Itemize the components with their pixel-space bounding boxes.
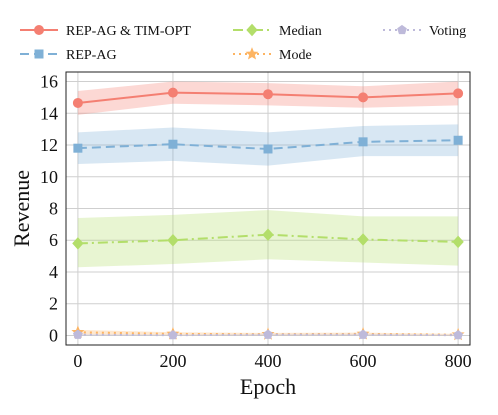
legend-item-rep-ag-tim-opt: REP-AG & TIM-OPT <box>20 24 191 39</box>
median-point <box>357 233 369 246</box>
rep-ag-tim-opt-point <box>358 92 369 103</box>
legend-label: REP-AG & TIM-OPT <box>66 24 191 39</box>
voting-point <box>453 330 463 340</box>
y-tick-label: 10 <box>40 167 58 187</box>
legend-marker <box>397 24 407 35</box>
legend-label: REP-AG <box>66 48 117 63</box>
legend-item-voting: Voting <box>383 24 466 39</box>
y-tick-label: 8 <box>49 199 58 219</box>
plot-frame <box>65 71 471 346</box>
x-tick-label: 600 <box>350 351 377 371</box>
x-tick-label: 200 <box>159 351 186 371</box>
legend-label: Mode <box>279 48 312 63</box>
legend: REP-AG & TIM-OPT REP-AG Median Mode Voting <box>20 23 466 63</box>
y-tick-labels: 0 2 4 6 8 10 12 14 16 <box>40 72 58 346</box>
y-tick-label: 0 <box>49 325 58 345</box>
y-tick-label: 14 <box>40 103 58 123</box>
x-tick-labels: 0 200 400 600 800 <box>73 351 471 371</box>
rep-ag-tim-opt-point <box>72 97 83 108</box>
median-line <box>77 233 459 245</box>
median-point <box>167 234 179 247</box>
legend-marker <box>246 23 258 37</box>
rep-ag-point <box>263 144 273 154</box>
x-tick-label: 400 <box>255 351 282 371</box>
rep-ag-tim-opt-point <box>263 89 273 100</box>
legend-item-rep-ag: REP-AG <box>20 48 117 63</box>
series-markers <box>71 87 465 341</box>
voting-point <box>73 329 83 339</box>
grid <box>66 72 470 345</box>
legend-label: Voting <box>429 24 466 39</box>
median-point <box>452 235 464 249</box>
median-point <box>262 228 274 241</box>
median-point <box>72 237 84 250</box>
voting-point <box>168 330 178 340</box>
x-axis-label: Epoch <box>240 374 296 399</box>
y-tick-label: 12 <box>40 135 58 155</box>
rep-ag-tim-opt-point <box>453 88 464 99</box>
plot-area <box>65 71 471 346</box>
legend-marker <box>34 25 44 35</box>
x-tick-label: 800 <box>445 351 472 371</box>
rep-ag-point <box>358 137 368 147</box>
x-tick-label: 0 <box>73 351 82 371</box>
y-tick-label: 16 <box>40 72 58 92</box>
y-tick-label: 2 <box>49 294 58 314</box>
rep-ag-point <box>73 143 83 153</box>
legend-marker <box>245 47 259 60</box>
voting-point <box>358 329 368 339</box>
legend-marker <box>34 49 44 59</box>
rep-ag-tim-opt-point <box>167 87 178 98</box>
legend-label: Median <box>279 24 322 39</box>
y-tick-label: 6 <box>49 230 58 250</box>
rep-ag-point <box>168 139 178 149</box>
y-tick-label: 4 <box>49 262 58 282</box>
voting-point <box>263 329 273 339</box>
legend-item-mode: Mode <box>233 47 312 63</box>
legend-item-median: Median <box>233 23 322 39</box>
rep-ag-point <box>453 135 463 145</box>
y-axis-label: Revenue <box>9 170 34 247</box>
